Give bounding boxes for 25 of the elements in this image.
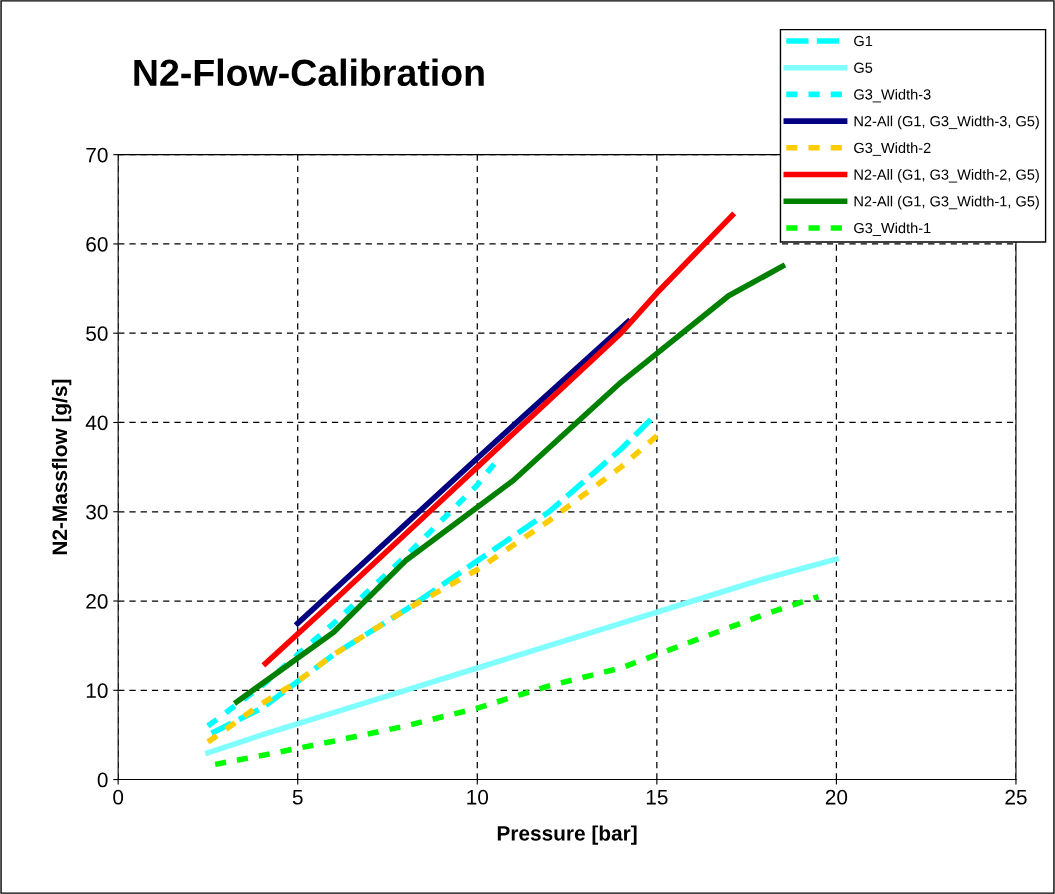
legend-label: G3_Width-2 — [854, 142, 931, 156]
y-tick-label: 10 — [86, 683, 108, 699]
y-tick-label: 0 — [97, 772, 108, 788]
y-tick-label: 60 — [86, 236, 108, 252]
x-axis-title: Pressure [bar] — [497, 825, 637, 845]
y-tick-label: 40 — [85, 415, 108, 431]
legend-label: N2-All (G1, G3_Width-3, G5) — [854, 115, 1039, 130]
y-axis-title: N2-Massflow [g/s] — [51, 379, 72, 555]
x-tick-label: 0 — [113, 789, 124, 805]
x-tick-label: 25 — [1005, 789, 1027, 805]
y-tick-label: 30 — [86, 504, 108, 520]
x-tick-label: 20 — [825, 789, 848, 805]
x-tick-label: 15 — [646, 790, 668, 805]
y-tick-label: 20 — [86, 594, 108, 609]
legend-label: G3_Width-1 — [854, 222, 931, 236]
legend-label: N2-All (G1, G3_Width-1, G5) — [854, 195, 1039, 210]
legend-label: G3_Width-3 — [854, 88, 931, 103]
legend-label: G1 — [854, 35, 873, 47]
legend-label: N2-All (G1, G3_Width-2, G5) — [854, 169, 1039, 183]
x-tick-label: 5 — [292, 790, 303, 805]
x-tick-label: 10 — [467, 789, 489, 805]
legend-label: G5 — [854, 62, 873, 73]
y-tick-label: 70 — [86, 147, 108, 163]
chart-title: N2-Flow-Calibration — [134, 58, 484, 87]
y-tick-label: 50 — [86, 326, 108, 341]
